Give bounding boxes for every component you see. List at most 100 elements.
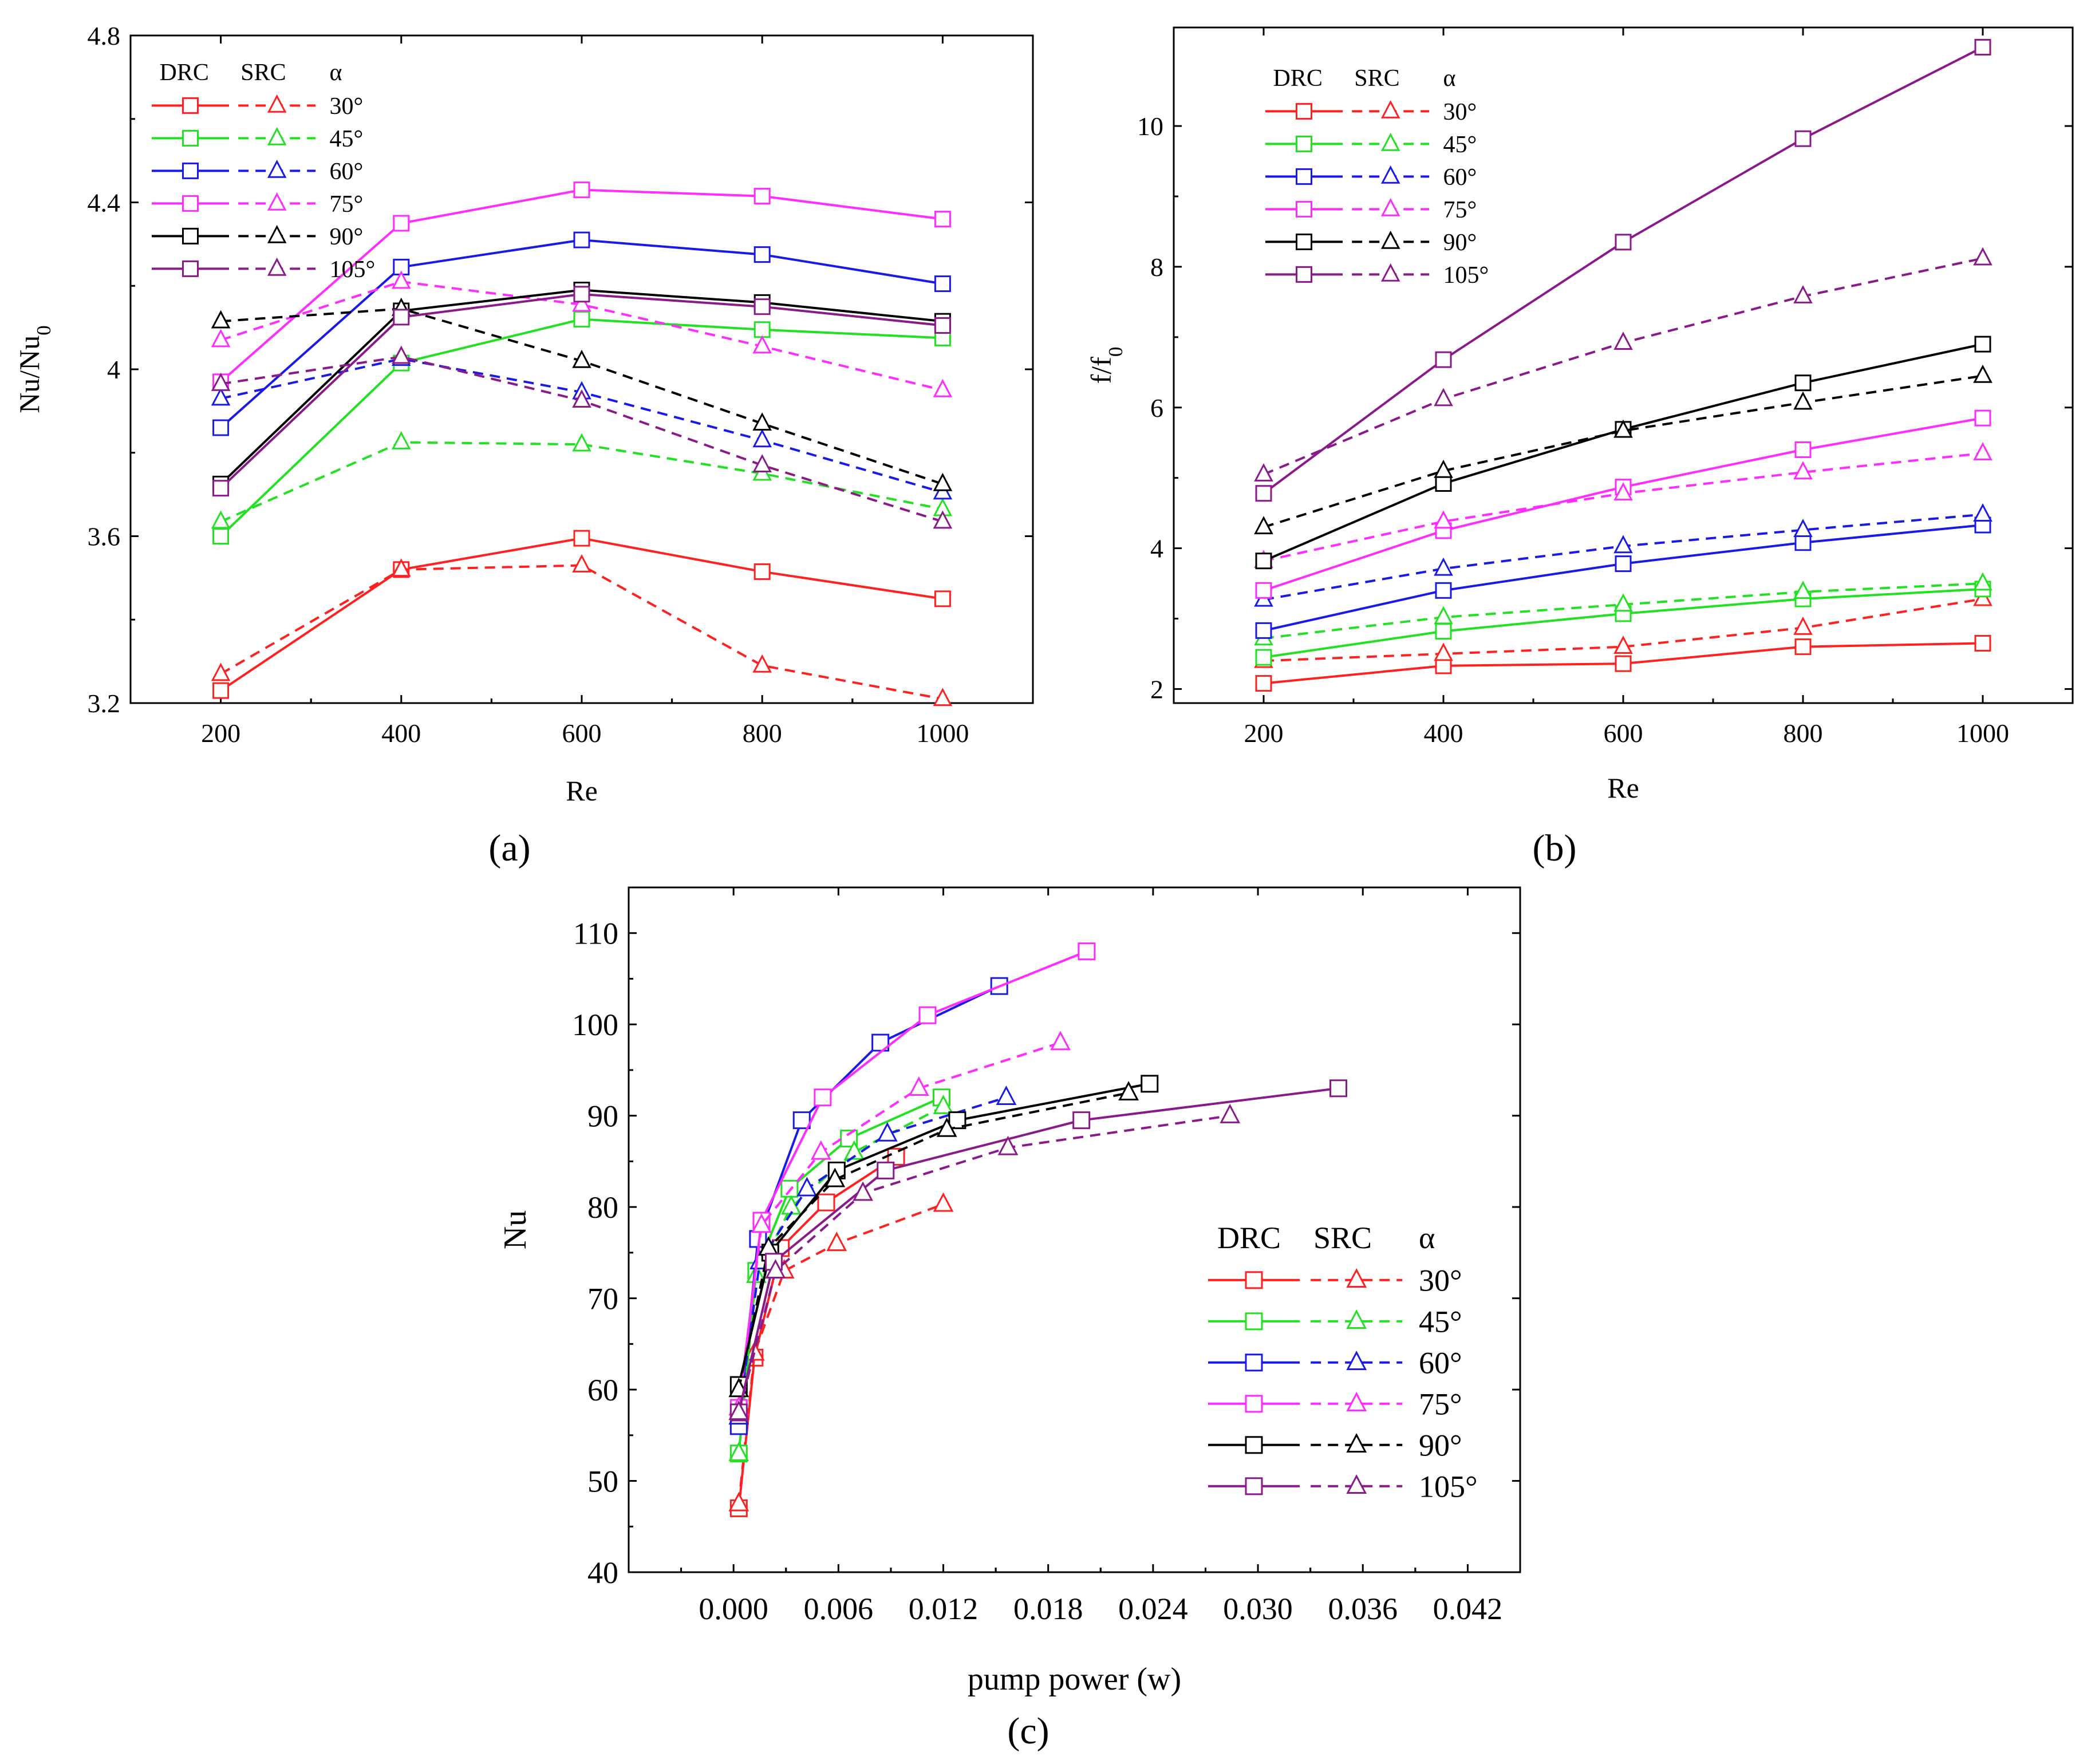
panel-b-point-src-90deg xyxy=(1973,364,1993,383)
panel-b-point-src-90deg xyxy=(1613,419,1633,438)
panel-a-legend-angle-label: 45° xyxy=(330,126,364,152)
panel-a-legend-angle-label: 60° xyxy=(330,159,364,185)
panel-a-legend-src-marker xyxy=(267,94,287,113)
panel-a-line-src-45deg xyxy=(220,441,943,523)
panel-b-x-tick-label: 600 xyxy=(1604,719,1643,748)
panel-c-x-tick-label: 0.024 xyxy=(1118,1592,1188,1626)
panel-a-series-src-45deg xyxy=(211,431,953,529)
panel-b-legend-angle-label: 105° xyxy=(1443,262,1489,289)
panel-a-point-drc-75deg xyxy=(573,181,590,199)
panel-b-point-src-90deg xyxy=(1434,459,1453,478)
panel-c-legend-drc-marker xyxy=(1245,1353,1263,1372)
panel-b-point-src-105deg xyxy=(1973,247,1993,266)
panel-b-x-tick-label: 400 xyxy=(1424,719,1463,748)
panel-c-point-drc-60deg xyxy=(792,1111,811,1130)
panel-a-point-drc-105deg xyxy=(934,317,951,334)
panel-b-legend-header-drc: DRC xyxy=(1273,65,1323,92)
panel-a-plot-frame xyxy=(129,34,1034,704)
panel-c-y-tick-label: 50 xyxy=(587,1464,618,1498)
panel-c-point-src-45deg xyxy=(745,1263,767,1283)
panel-c-legend-angle-label: 75° xyxy=(1419,1387,1462,1422)
panel-b-point-src-30deg xyxy=(1613,636,1633,654)
panel-c-point-src-90deg xyxy=(824,1167,846,1187)
panel-a-legend-entry-105deg: 105° xyxy=(152,256,375,283)
panel-a-x-tick-label: 800 xyxy=(743,719,782,748)
panel-c-legend-entry-30deg: 30° xyxy=(1208,1264,1462,1298)
panel-c-legend-header-alpha: α xyxy=(1419,1221,1435,1255)
panel-c-point-src-30deg xyxy=(728,1491,749,1512)
panel-b-legend-src-marker xyxy=(1380,132,1400,151)
panel-b-point-src-75deg xyxy=(1613,482,1633,501)
panel-b-point-drc-105deg xyxy=(1615,234,1632,251)
panel-a-line-src-75deg xyxy=(220,280,943,392)
panel-b-point-drc-30deg xyxy=(1615,655,1632,672)
panel-c-series-drc-75deg xyxy=(729,942,1096,1417)
panel-a-point-src-105deg xyxy=(392,345,411,364)
panel-a-point-drc-30deg xyxy=(753,563,771,580)
panel-a-legend-angle-label: 30° xyxy=(330,93,364,120)
panel-c-legend-entry-105deg: 105° xyxy=(1208,1470,1478,1504)
panel-b-point-drc-30deg xyxy=(1794,638,1812,656)
panel-b-y-axis-title: f/f0 xyxy=(1085,347,1127,384)
panel-a-point-src-45deg xyxy=(211,510,231,529)
panel-b-legend-angle-label: 75° xyxy=(1443,197,1477,223)
panel-c-series-src-75deg xyxy=(728,1031,1071,1416)
panel-a-legend-drc-marker xyxy=(182,227,199,244)
panel-a-legend-entry-90deg: 90° xyxy=(152,224,363,250)
panel-b-point-src-60deg xyxy=(1973,503,1993,522)
panel-b-point-src-45deg xyxy=(1973,572,1993,591)
panel-a-legend-entry-60deg: 60° xyxy=(152,159,363,185)
panel-a-x-axis-title: Re xyxy=(566,775,598,807)
panel-a-legend-drc-marker xyxy=(182,260,199,277)
panel-c-point-src-45deg xyxy=(933,1094,954,1114)
panel-c-y-axis-title: Nu xyxy=(498,1210,533,1249)
panel-c-legend: DRC SRC α 30° 45° 60° 75° 90° 105° xyxy=(1208,1221,1478,1504)
panel-a-y-tick-label: 4.8 xyxy=(88,21,121,50)
panel-c-legend-angle-label: 30° xyxy=(1419,1264,1462,1298)
panel-c-point-src-60deg xyxy=(996,1085,1017,1105)
panel-c-legend-src-marker xyxy=(1346,1392,1367,1412)
panel-c-point-drc-60deg xyxy=(871,1033,890,1052)
panel-a-point-src-45deg xyxy=(392,431,411,449)
panel-b-point-src-75deg xyxy=(1793,461,1813,480)
panel-c-legend-angle-label: 60° xyxy=(1419,1346,1462,1380)
panel-b-legend-entry-60deg: 60° xyxy=(1265,164,1477,191)
panel-c-legend-drc-marker xyxy=(1245,1395,1263,1413)
panel-a-point-src-30deg xyxy=(752,654,772,673)
panel-a-point-src-105deg xyxy=(933,510,953,529)
panel-a-point-src-60deg xyxy=(211,387,231,406)
panel-a-y-axis-subscript: 0 xyxy=(33,325,55,336)
panel-b-point-src-75deg xyxy=(1973,442,1993,461)
panel-b-point-drc-105deg xyxy=(1794,130,1812,147)
panel-c-point-src-75deg xyxy=(908,1076,929,1096)
panel-a-point-drc-30deg xyxy=(212,682,230,699)
panel-c-legend-src-marker xyxy=(1346,1268,1367,1288)
panel-a-legend-header-alpha: α xyxy=(330,60,342,86)
panel-c-point-src-45deg xyxy=(728,1441,749,1461)
panel-a-legend-src-marker xyxy=(267,224,287,243)
panel-b-x-tick-label: 800 xyxy=(1784,719,1823,748)
panel-a-point-src-75deg xyxy=(211,329,231,348)
panel-c-point-src-105deg xyxy=(728,1400,749,1420)
panel-a-legend-entry-45deg: 45° xyxy=(152,126,363,152)
panel-a-point-src-30deg xyxy=(392,558,411,577)
panel-a-point-drc-30deg xyxy=(934,590,951,607)
panel-b-point-src-105deg xyxy=(1254,463,1273,482)
panel-b-point-drc-60deg xyxy=(1435,582,1452,599)
panel-c-point-src-75deg xyxy=(751,1213,772,1233)
panel-b-y-tick-label: 2 xyxy=(1150,675,1163,704)
panel-b-point-src-45deg xyxy=(1434,606,1453,625)
panel-b-legend-drc-marker xyxy=(1296,200,1312,218)
panel-a-x-tick-label: 200 xyxy=(201,719,240,748)
panel-b-line-src-90deg xyxy=(1263,374,1983,528)
panel-b-x-axis-title: Re xyxy=(1607,772,1639,804)
panel-a-y-tick-label: 4.4 xyxy=(88,188,121,218)
panel-c-x-axis-title: pump power (w) xyxy=(968,1662,1181,1697)
panel-b-legend-src-marker xyxy=(1380,100,1400,119)
panel-a-series-src-30deg xyxy=(211,554,953,707)
panel-a-legend-src-marker xyxy=(267,257,287,276)
panel-c-point-src-30deg xyxy=(826,1232,847,1252)
panel-c-series-src-105deg xyxy=(728,1103,1241,1420)
panel-b-series-src-60deg xyxy=(1254,503,1993,607)
panel-a-point-src-75deg xyxy=(392,270,411,289)
